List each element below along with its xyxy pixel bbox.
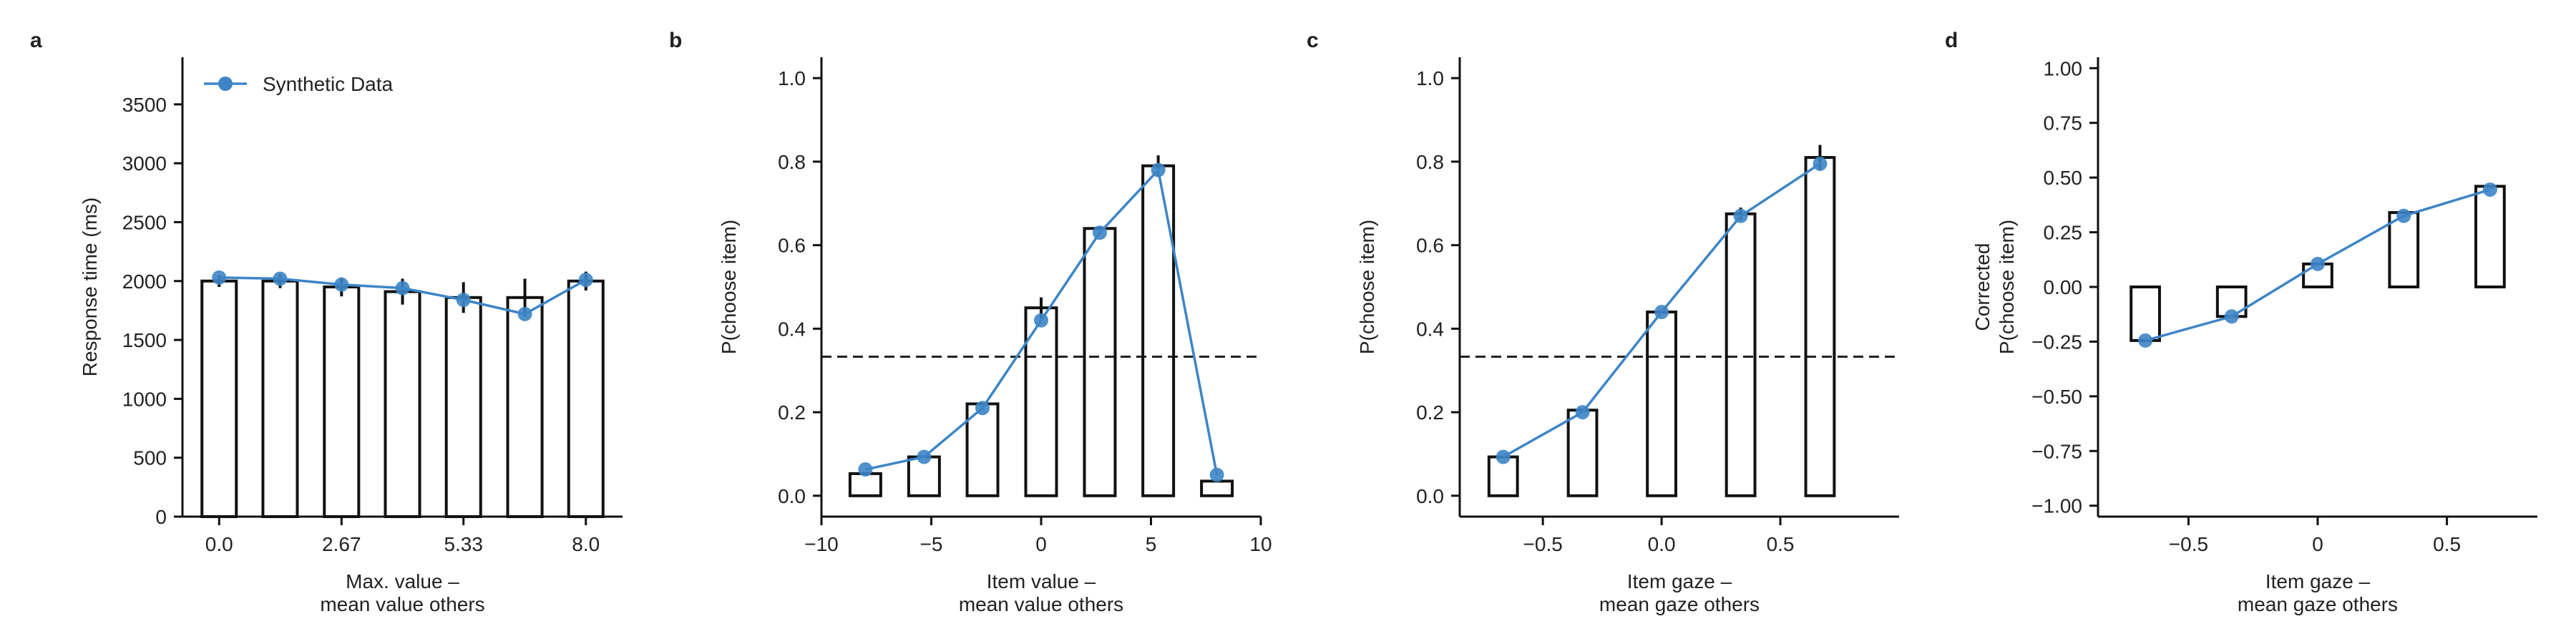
- x-tick-label: 0: [1035, 533, 1047, 555]
- panel-letter: b: [669, 29, 682, 52]
- x-tick-label: 10: [1249, 533, 1272, 555]
- y-tick-label: 3000: [122, 152, 167, 175]
- y-tick-label: −1.00: [2031, 495, 2082, 517]
- data-point: [1575, 405, 1590, 420]
- panel-letter: a: [30, 29, 42, 52]
- data-point: [334, 277, 349, 292]
- x-tick-label: 0.5: [2433, 533, 2461, 555]
- y-tick-label: 2500: [122, 211, 167, 233]
- x-tick-label: −5: [920, 533, 943, 555]
- y-tick-label: −0.75: [2031, 440, 2082, 462]
- x-tick-label: −0.5: [1523, 533, 1563, 555]
- data-point: [1654, 305, 1669, 320]
- x-axis-label: mean gaze others: [2238, 593, 2398, 615]
- y-tick-label: 0.50: [2044, 167, 2083, 189]
- data-point: [917, 449, 932, 464]
- data-point: [1733, 208, 1748, 223]
- panel-a: a 0 500 1000 1500 2000 2500 3000 3500 0.0 2.67 5.33…: [30, 29, 623, 615]
- x-axis-label: Item value –: [987, 570, 1096, 592]
- x-tick-label: 5: [1146, 533, 1157, 555]
- x-axis-label: mean gaze others: [1599, 593, 1760, 615]
- x-axis-label: Item gaze –: [1627, 570, 1732, 592]
- x-axis-label: mean value others: [320, 593, 484, 615]
- data-point: [2224, 309, 2239, 324]
- y-tick-label: −0.25: [2031, 331, 2082, 353]
- x-tick-label: 5.33: [444, 533, 483, 555]
- y-tick-label: 0.2: [778, 401, 806, 424]
- legend: Synthetic Data: [204, 73, 394, 95]
- data-point: [2311, 256, 2325, 271]
- y-tick-label: 3500: [122, 94, 167, 116]
- x-tick-label: −0.5: [2169, 533, 2208, 555]
- data-point: [1092, 225, 1107, 240]
- y-tick-label: 0.4: [778, 318, 806, 340]
- y-tick-label: 0.6: [778, 235, 806, 257]
- y-tick-label: 0: [155, 506, 167, 528]
- legend-marker: [218, 77, 233, 91]
- y-tick-label: 0.4: [1416, 318, 1444, 340]
- y-tick-label: 1.0: [1416, 67, 1444, 89]
- y-tick-label: 1000: [122, 388, 167, 410]
- panel-d: d−1.00−0.75−0.50−0.250.000.250.500.751.0…: [1945, 29, 2537, 615]
- data-point: [1151, 162, 1166, 177]
- x-tick-label: 0.0: [1648, 533, 1676, 555]
- y-axis-label: P(choose item): [1996, 220, 2018, 354]
- y-tick-label: 0.8: [1416, 151, 1444, 173]
- x-tick-label: 0: [2312, 533, 2323, 555]
- panel-b: b 0.0 0.2 0.4 0.6 0.8 1.0 −10 −5 0 5 10 Item value –…: [669, 29, 1272, 615]
- data-point: [1496, 449, 1511, 464]
- y-tick-label: 0.6: [1416, 235, 1444, 257]
- y-tick-label: 1.0: [778, 67, 806, 89]
- data-point: [212, 270, 227, 285]
- data-point: [1209, 467, 1224, 482]
- y-tick-label: 500: [133, 447, 167, 469]
- legend-label: Synthetic Data: [263, 73, 394, 95]
- y-tick-label: 2000: [122, 270, 167, 293]
- data-point: [2138, 333, 2153, 348]
- panel-letter: c: [1307, 29, 1319, 52]
- x-tick-label: −10: [804, 533, 839, 555]
- panel-c: c 0.0 0.2 0.4 0.6 0.8 1.0 −0.5 0.0 0.5 Item gaze –…: [1307, 29, 1899, 615]
- data-point: [1813, 156, 1828, 171]
- data-point: [1034, 313, 1048, 328]
- data-point: [517, 306, 532, 321]
- x-axis-label: mean value others: [959, 593, 1123, 615]
- y-tick-label: 0.75: [2044, 112, 2083, 135]
- y-axis-label: P(choose item): [718, 220, 740, 354]
- y-tick-label: 0.00: [2044, 276, 2083, 298]
- y-axis-label: P(choose item): [1356, 220, 1378, 354]
- y-tick-label: 1500: [122, 329, 167, 351]
- y-tick-label: 0.0: [778, 485, 806, 507]
- x-axis-label: Max. value –: [346, 570, 459, 592]
- y-tick-label: 0.0: [1416, 485, 1444, 507]
- y-tick-label: 0.8: [778, 151, 806, 173]
- data-point: [456, 293, 471, 308]
- y-tick-label: 0.2: [1416, 401, 1444, 424]
- data-point: [273, 271, 288, 286]
- data-point: [2396, 208, 2411, 223]
- data-point: [395, 280, 410, 296]
- data-point: [975, 401, 990, 416]
- y-axis-label: Response time (ms): [79, 197, 101, 377]
- y-axis-label: Corrected: [1971, 243, 1994, 331]
- y-tick-label: −0.50: [2031, 386, 2082, 408]
- y-tick-label: 0.25: [2044, 222, 2083, 244]
- y-tick-label: 1.00: [2044, 57, 2083, 79]
- x-tick-label: 8.0: [572, 533, 600, 555]
- x-tick-label: 2.67: [322, 533, 361, 555]
- data-point: [2482, 182, 2497, 197]
- panel-letter: d: [1945, 29, 1958, 52]
- data-point: [858, 462, 873, 477]
- x-axis-label: Item gaze –: [2265, 570, 2371, 592]
- x-tick-label: 0.5: [1767, 533, 1795, 555]
- data-point: [578, 273, 593, 288]
- x-tick-label: 0.0: [205, 533, 233, 555]
